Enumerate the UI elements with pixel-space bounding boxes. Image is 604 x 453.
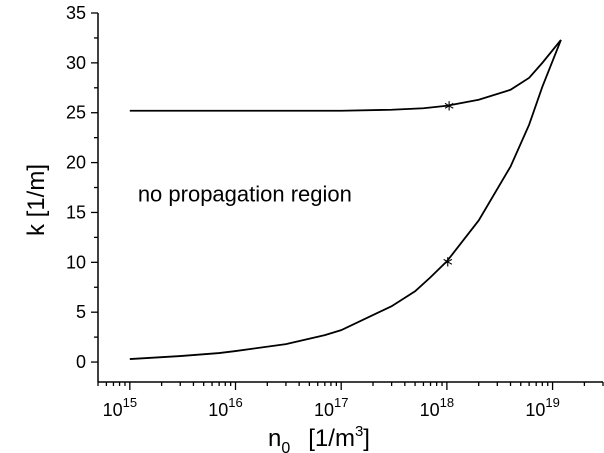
x-axis-title-sub: 0 xyxy=(281,440,290,453)
x-tick-label: 1019 xyxy=(525,395,560,420)
marker-layer: ** xyxy=(443,98,454,278)
y-ticks: 0 5 10 15 20 25 30 35 xyxy=(66,3,98,372)
y-tick-label: 35 xyxy=(66,3,86,23)
x-axis-title-base: n xyxy=(268,425,281,452)
x-axis-title-unit-sup: 3 xyxy=(355,423,363,440)
y-tick-label: 5 xyxy=(76,302,86,322)
series-line-1 xyxy=(129,39,562,112)
x-axis-title: n0 [1/m3] xyxy=(268,423,370,453)
marker-1: * xyxy=(444,98,454,122)
y-tick-label: 25 xyxy=(66,103,86,123)
annotation-layer: no propagation region xyxy=(138,181,352,206)
y-tick-label: 15 xyxy=(66,202,86,222)
y-tick-label: 20 xyxy=(66,153,86,173)
x-tick-label: 1018 xyxy=(420,395,455,420)
x-tick-label: 1015 xyxy=(103,395,137,420)
marker-2: * xyxy=(443,253,453,277)
x-ticks: 1015 1016 1017 1018 1019 xyxy=(97,382,604,420)
series-layer xyxy=(129,39,562,360)
y-tick-label: 10 xyxy=(66,252,86,272)
y-tick-label: 0 xyxy=(76,352,86,372)
annotation-text: no propagation region xyxy=(138,181,352,206)
x-axis-title-unit: [1/m xyxy=(308,425,355,452)
x-axis-title-unit-end: ] xyxy=(363,425,370,452)
x-tick-label: 1017 xyxy=(314,395,349,420)
y-tick-label: 30 xyxy=(66,53,86,73)
x-tick-label: 1016 xyxy=(208,395,243,420)
y-axis-title: k [1/m] xyxy=(23,164,50,236)
axes xyxy=(97,13,603,383)
series-line-2 xyxy=(129,39,562,360)
